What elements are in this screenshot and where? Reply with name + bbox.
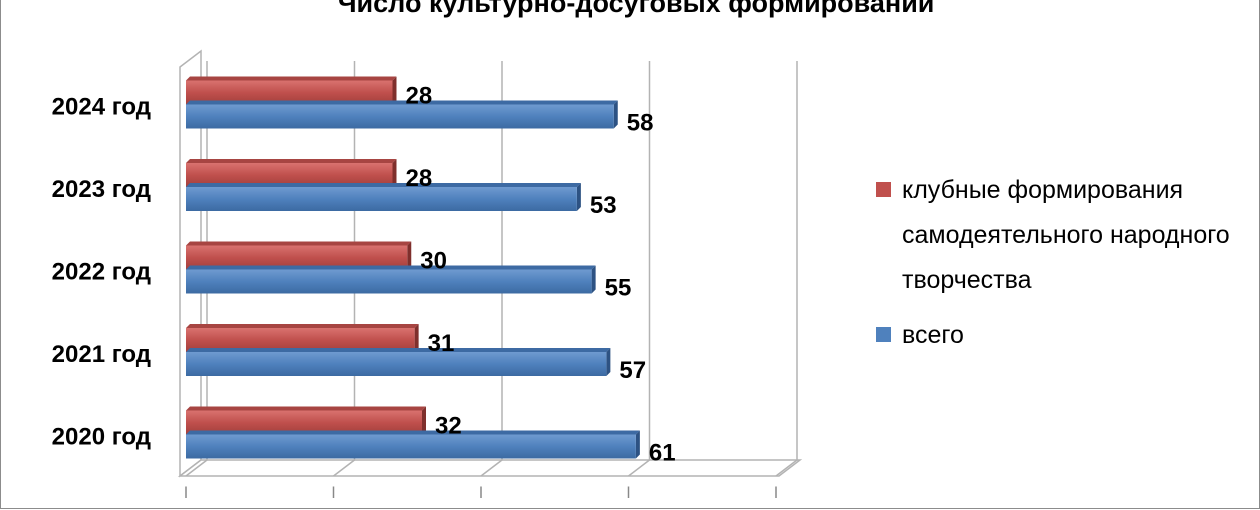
bar — [186, 430, 640, 459]
category-label: 2022 год — [52, 259, 151, 286]
bar-end-face — [576, 183, 581, 211]
gridline-floor — [333, 459, 355, 477]
value-label: 31 — [428, 330, 455, 357]
bar-end-face — [613, 100, 618, 129]
bar-top-face — [186, 76, 397, 81]
bar-end-face — [407, 241, 412, 270]
legend-label-total: всего — [902, 321, 964, 349]
bar-end-face — [392, 159, 397, 187]
category-label: 2021 год — [52, 341, 151, 368]
chart-title: Число культурно-досуговых формирований — [337, 0, 935, 18]
value-label: 32 — [435, 413, 462, 440]
gridline-floor — [185, 459, 208, 477]
legend-label-clubs: клубные формирования самодеятельного нар… — [902, 176, 1230, 294]
gridline-floor — [628, 459, 650, 477]
category-label: 2023 год — [52, 176, 151, 203]
bar — [186, 348, 611, 376]
bars — [186, 76, 640, 459]
bar-top-face — [186, 159, 397, 163]
category-label: 2024 год — [52, 94, 151, 121]
bar-front-face — [186, 352, 607, 376]
bar — [186, 100, 618, 129]
gridline-floor — [480, 459, 503, 477]
value-label: 28 — [406, 165, 433, 192]
bar-front-face — [186, 434, 636, 459]
bar-front-face — [186, 269, 592, 294]
legend-item-clubs: клубные формирования самодеятельного нар… — [876, 168, 1256, 303]
floor — [177, 459, 803, 477]
bar-top-face — [186, 241, 412, 246]
bar-end-face — [606, 348, 611, 376]
bar — [186, 183, 581, 211]
bar-top-face — [186, 265, 596, 270]
bar-end-face — [591, 265, 596, 294]
legend: клубные формирования самодеятельного нар… — [876, 168, 1256, 368]
bar-top-face — [186, 430, 640, 435]
category-label: 2020 год — [52, 424, 151, 451]
bar-top-face — [186, 348, 611, 352]
bar-top-face — [186, 100, 618, 105]
value-label: 61 — [649, 440, 676, 467]
bar — [186, 76, 397, 105]
bar-top-face — [186, 406, 426, 411]
bar — [186, 406, 426, 435]
value-label: 28 — [406, 83, 433, 110]
bar — [186, 265, 596, 294]
bar — [186, 324, 419, 352]
bar-front-face — [186, 104, 614, 129]
bar — [186, 241, 412, 270]
legend-swatch-clubs — [876, 182, 891, 197]
bar-top-face — [186, 324, 419, 328]
bar — [186, 159, 397, 187]
value-label: 57 — [619, 357, 646, 384]
gridline-floor — [775, 459, 798, 477]
bar-end-face — [635, 430, 640, 459]
value-label: 53 — [590, 192, 617, 219]
value-label: 30 — [420, 248, 447, 275]
bar-front-face — [186, 187, 577, 211]
bar-end-face — [414, 324, 419, 352]
bar-end-face — [422, 406, 426, 435]
value-labels: 28 58 28 53 30 55 31 57 32 61 — [406, 83, 676, 467]
legend-swatch-total — [876, 327, 891, 342]
bar-top-face — [186, 183, 581, 187]
bar-end-face — [392, 76, 397, 105]
value-label: 58 — [627, 110, 654, 137]
legend-item-total: всего — [876, 313, 1256, 358]
value-label: 55 — [605, 275, 632, 302]
category-labels: 2024 год 2023 год 2022 год 2021 год 2020 год — [52, 94, 151, 451]
